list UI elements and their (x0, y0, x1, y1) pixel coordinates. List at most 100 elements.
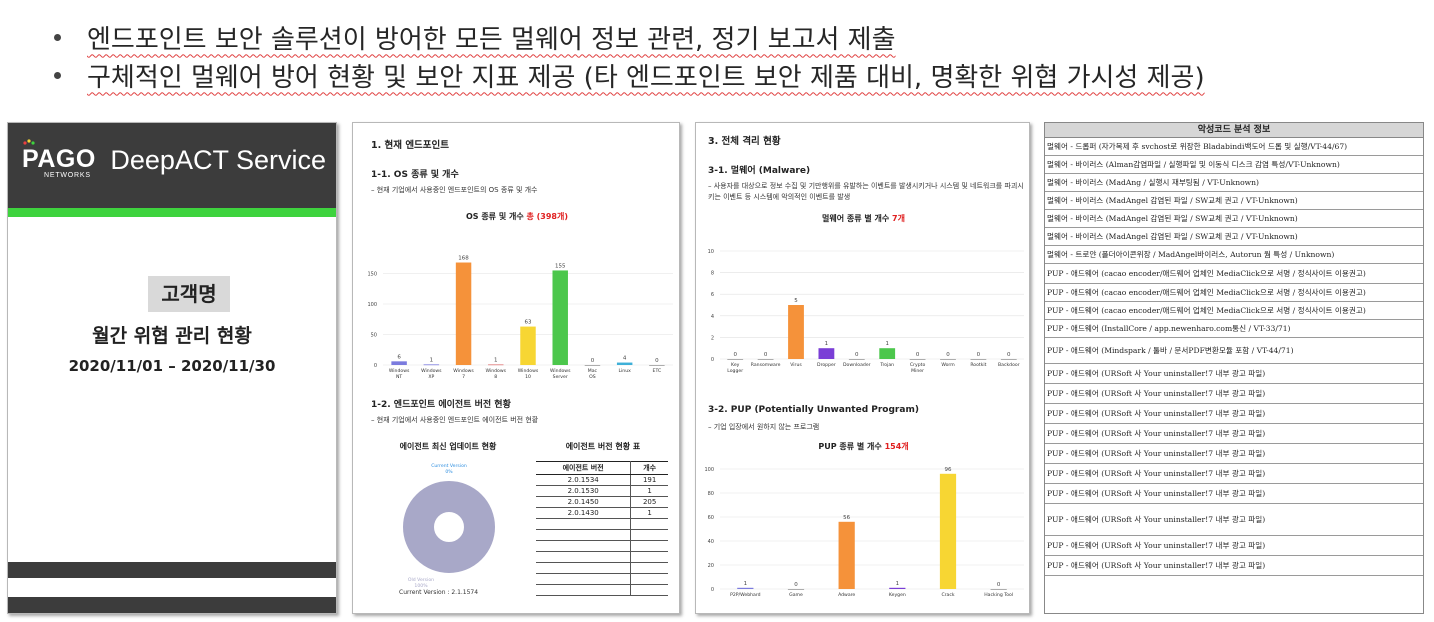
version-cell (536, 584, 632, 596)
bar-value-label: 168 (458, 256, 469, 262)
count-cell (630, 518, 668, 530)
analysis-row: PUP - 애드웨어 (URSoft 사 Your uninstaller!7 … (1045, 556, 1423, 576)
bar (757, 359, 774, 360)
x-tick-label: Crypto (910, 362, 926, 368)
table-row (536, 540, 668, 552)
version-cell: 2.0.1534 (536, 474, 632, 486)
bar (737, 587, 754, 589)
analysis-row: PUP - 애드웨어 (URSoft 사 Your uninstaller!7 … (1045, 484, 1423, 504)
version-cell (536, 540, 632, 552)
section-note: – 현재 기업에서 사용중인 엔드포인트 에이전트 버전 현황 (371, 416, 539, 424)
y-tick-label: 80 (708, 491, 714, 497)
count-cell (630, 540, 668, 552)
count-cell: 205 (630, 496, 668, 508)
bullet-dot-icon (54, 71, 61, 79)
bullet-item: 엔드포인트 보안 솔루션이 방어한 모든 멀웨어 정보 관련, 정기 보고서 제… (48, 18, 1428, 56)
subsection-heading: 1-2. 엔드포인트 에이전트 버전 현황 (371, 400, 511, 410)
os-bar-chart: 0501001506WindowsNT1WindowsXP168Windows7… (367, 256, 673, 380)
bar (584, 365, 601, 366)
x-tick-label: Trojan (879, 362, 894, 368)
analysis-row: PUP - 애드웨어 (cacao encoder/애드웨어 업체인 Media… (1045, 302, 1423, 320)
x-tick-label: Crack (941, 592, 954, 598)
x-tick-label: Ransomware (751, 362, 781, 368)
count-cell: 191 (630, 474, 668, 486)
table-row: 2.0.1430 1 (536, 507, 668, 519)
agent-version-table: 에이전트 버전 개수 2.0.1534 191 2.0.1530 1 2.0.1450 2… (536, 461, 668, 596)
customer-name-box: 고객명 (148, 276, 230, 312)
bar (552, 270, 568, 365)
pie-value-label: 100% (414, 583, 428, 589)
bar (787, 589, 805, 590)
bullet-text: 구체적인 멀웨어 방어 현황 및 보안 지표 제공 (타 엔드포인트 보안 제품… (87, 62, 1205, 93)
x-tick-label: 7 (462, 374, 465, 380)
analysis-row: PUP - 애드웨어 (cacao encoder/애드웨어 업체인 Media… (1045, 284, 1423, 302)
x-tick-label: Server (553, 374, 568, 380)
x-tick-label: Worm (941, 362, 955, 368)
x-tick-label: Key (731, 362, 740, 368)
x-tick-label: Windows (518, 368, 539, 374)
cover-date-range: 2020/11/01 – 2020/11/30 (68, 357, 276, 375)
y-tick-label: 6 (711, 292, 714, 298)
bullet-dot-icon (54, 33, 61, 41)
section-heading: 3. 전체 격리 현황 (708, 136, 781, 147)
cover-top-band (8, 123, 336, 208)
analysis-row: PUP - 애드웨어 (URSoft 사 Your uninstaller!7 … (1045, 384, 1423, 404)
x-tick-label: Hacking Tool (984, 592, 1013, 598)
table-row (536, 551, 668, 563)
bar (848, 359, 865, 360)
analysis-row: 멀웨어 - 바이러스 (MadAngel 감염된 파일 / SW교체 권고 / … (1045, 210, 1423, 228)
analysis-row: 멀웨어 - 바이러스 (MadAngel 감염된 파일 / SW교체 권고 / … (1045, 228, 1423, 246)
column-header: 개수 (630, 461, 668, 475)
pie-label: Old Version (408, 577, 434, 583)
y-tick-label: 10 (708, 249, 714, 255)
analysis-row: 멀웨어 - 드롭퍼 (자가복제 후 svchost로 위장한 Bladabind… (1045, 138, 1423, 156)
y-tick-label: 40 (708, 539, 714, 545)
bar-value-label: 63 (525, 320, 532, 326)
analysis-row: 멀웨어 - 바이러스 (Alman감염파일 / 실행파일 및 이동식 디스크 감… (1045, 156, 1423, 174)
count-cell: 1 (630, 507, 668, 519)
y-tick-label: 4 (711, 314, 714, 320)
bar-value-label: 0 (916, 352, 920, 358)
x-tick-label: Adware (838, 592, 855, 598)
count-cell (630, 562, 668, 574)
bar-value-label: 0 (997, 582, 1001, 588)
cover-title: 월간 위협 관리 현황 (92, 325, 252, 347)
bullet-item: 구체적인 멀웨어 방어 현황 및 보안 지표 제공 (타 엔드포인트 보안 제품… (48, 56, 1428, 94)
y-tick-label: 100 (367, 302, 377, 308)
x-tick-label: 8 (494, 374, 497, 380)
bar-value-label: 96 (945, 467, 952, 473)
analysis-row: PUP - 애드웨어 (URSoft 사 Your uninstaller!7 … (1045, 444, 1423, 464)
x-tick-label: Game (789, 592, 803, 598)
pup-bar-chart: 0 20 40 60 80 100 1 P2P/Webhard 0 Game 56 Adware 1 Ke… (704, 467, 1024, 598)
x-tick-label: Mac (588, 368, 598, 374)
x-tick-label: Virus (790, 362, 802, 368)
bar-value-label: 0 (733, 352, 737, 358)
pie-label: Current Version (431, 463, 467, 469)
analysis-row: PUP - 애드웨어 (URSoft 사 Your uninstaller!7 … (1045, 464, 1423, 484)
x-tick-label: Logger (727, 368, 743, 374)
x-tick-label: Windows (453, 368, 474, 374)
logo-text: PAGO (22, 145, 96, 173)
section-heading: 1. 현재 엔드포인트 (371, 140, 450, 151)
analysis-row: PUP - 애드웨어 (cacao encoder/애드웨어 업체인 Media… (1045, 264, 1423, 284)
bar-value-label: 1 (825, 341, 829, 347)
pago-logo: PAGO NETWORKS (22, 139, 96, 179)
table-row: 2.0.1534 191 (536, 474, 668, 486)
bar-value-label: 0 (1007, 352, 1011, 358)
y-tick-label: 8 (711, 271, 714, 277)
bar-value-label: 6 (397, 354, 401, 360)
version-cell (536, 573, 632, 585)
bar-value-label: 56 (843, 515, 850, 521)
table-row (536, 584, 668, 596)
bar (838, 521, 855, 589)
chart-total: 7개 (892, 214, 905, 223)
bar (879, 348, 896, 359)
x-tick-label: 10 (525, 374, 531, 380)
bar (391, 361, 407, 365)
section-note: – 기업 입장에서 원하지 않는 프로그램 (708, 423, 820, 431)
bar-value-label: 0 (977, 352, 981, 358)
x-tick-label: Windows (486, 368, 507, 374)
current-version-label: Current Version : 2.1.1574 (399, 589, 479, 596)
chart-title: PUP 종류 별 개수 154개 (696, 441, 1029, 452)
